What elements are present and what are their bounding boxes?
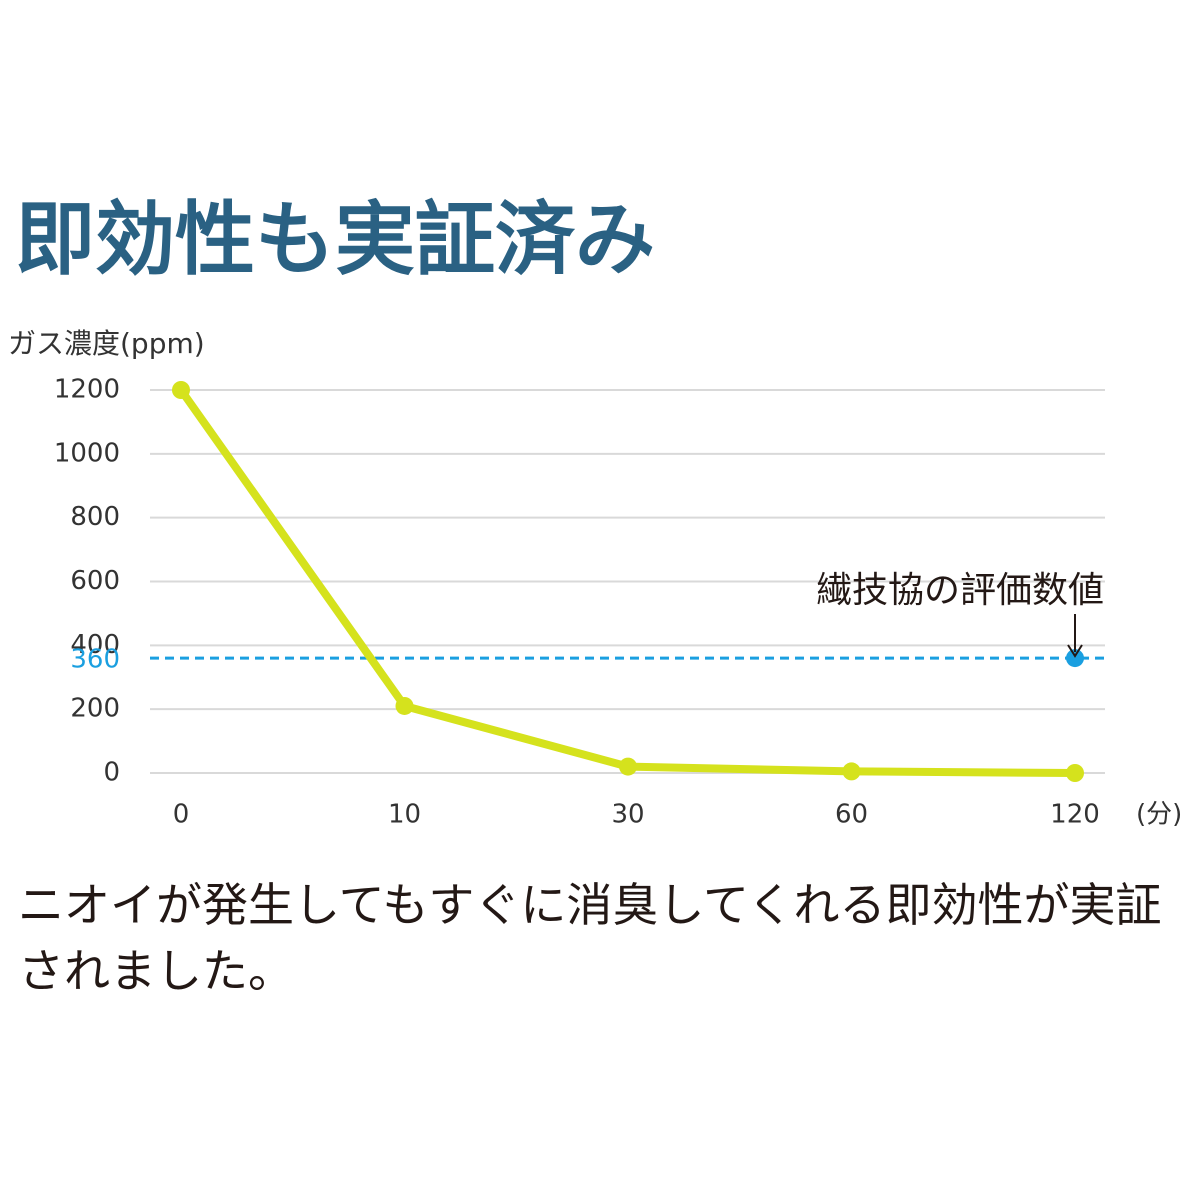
x-tick-label: 10 bbox=[388, 800, 421, 830]
data-point bbox=[172, 381, 190, 399]
y-tick-label: 800 bbox=[70, 502, 120, 532]
reference-tick-label: 360 bbox=[70, 645, 120, 675]
x-tick-label: 30 bbox=[611, 800, 644, 830]
x-unit: (分) bbox=[1136, 800, 1182, 830]
chart-title: 即効性も実証済み bbox=[15, 193, 655, 286]
data-point bbox=[842, 762, 861, 781]
y-tick-label: 0 bbox=[103, 758, 120, 788]
y-tick-label: 600 bbox=[70, 566, 120, 596]
y-tick-label: 1200 bbox=[54, 375, 120, 405]
data-point bbox=[619, 757, 637, 776]
annotation-arrowhead bbox=[1067, 644, 1083, 658]
data-point bbox=[1066, 764, 1084, 782]
reference-point bbox=[1066, 649, 1084, 668]
caption: ニオイが発生してもすぐに消臭してくれる即効性が実証されました。 bbox=[18, 878, 1162, 998]
data-point bbox=[395, 696, 414, 715]
x-tick-label: 0 bbox=[173, 800, 190, 830]
chart: 即効性も実証済み ガス濃度(ppm) (分) 02004006008001000… bbox=[8, 193, 1182, 830]
y-tick-label: 200 bbox=[70, 694, 120, 724]
y-tick-label: 1000 bbox=[54, 438, 120, 468]
x-tick-label: 60 bbox=[835, 800, 868, 830]
y-axis-label: ガス濃度(ppm) bbox=[8, 327, 205, 360]
annotation: 繊技協の評価数値 bbox=[816, 570, 1104, 611]
x-tick-label: 120 bbox=[1050, 800, 1100, 830]
y-tick-label: 400 bbox=[70, 630, 120, 660]
